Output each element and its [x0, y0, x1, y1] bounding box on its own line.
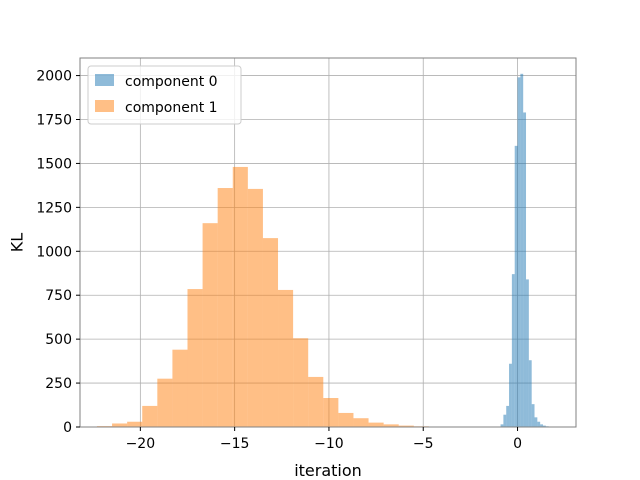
histogram-bar-series-0	[500, 424, 504, 427]
x-axis-title: iteration	[294, 461, 362, 480]
histogram-bar-series-1	[308, 376, 324, 427]
plot-area-frame	[79, 57, 577, 428]
histogram-bar-series-1	[232, 166, 248, 427]
histogram-bar-series-0	[531, 404, 535, 427]
x-tick-label: −5	[413, 436, 434, 452]
y-axis-ticks: 0 250 500 750 1000 1250 1500 1750 2000	[36, 69, 80, 436]
y-tick-label: 500	[45, 332, 72, 348]
histogram-bar-series-0	[509, 363, 512, 427]
histogram-bar-series-1	[383, 424, 399, 427]
histogram-bar-series-1	[293, 338, 309, 427]
histogram-bar-series-1	[142, 405, 158, 427]
y-tick-label: 0	[63, 420, 72, 436]
histogram-bar-series-1	[323, 398, 339, 427]
histogram-bar-series-1	[247, 188, 263, 427]
histogram-bar-series-1	[398, 425, 414, 427]
legend-label: component 0	[125, 74, 218, 90]
histogram-bar-series-0	[503, 414, 507, 427]
x-tick-label: −10	[314, 436, 344, 452]
legend-swatch	[95, 74, 114, 86]
histogram-bar-series-1	[202, 223, 218, 427]
histogram-bar-series-1	[262, 238, 279, 427]
histogram-bar-series-1	[127, 421, 143, 427]
y-tick-label: 750	[45, 288, 72, 304]
histogram-bar-series-0	[542, 425, 546, 427]
histogram-bar-series-0	[520, 73, 524, 428]
histogram-bar-series-1	[217, 188, 233, 427]
histogram-bar-series-0	[523, 112, 527, 427]
x-tick-label: −20	[126, 436, 156, 452]
histogram-bar-series-0	[517, 77, 521, 427]
histogram-bar-series-0	[528, 360, 532, 427]
histogram-bar-series-0	[506, 405, 510, 427]
legend-box	[87, 65, 242, 125]
histogram-bar-series-1	[112, 423, 128, 427]
histogram-bar-series-1	[338, 412, 354, 427]
histogram-bar-series-0	[514, 145, 518, 427]
histogram-bar-series-1	[172, 349, 188, 427]
y-tick-label: 2000	[36, 69, 72, 85]
x-tick-label: −15	[220, 436, 250, 452]
x-axis-ticks: −20 −15 −10 −5 0	[126, 427, 522, 452]
histogram-bar-series-1	[353, 418, 369, 427]
histogram-bar-series-0	[526, 279, 529, 427]
histogram-bar-series-1	[157, 378, 173, 427]
y-axis-title: KL	[8, 233, 27, 252]
histogram-bar-series-0	[534, 417, 538, 427]
histogram-bar-series-1	[368, 422, 384, 427]
legend: component 0 component 1	[87, 65, 242, 125]
y-tick-label: 1500	[36, 156, 72, 172]
legend-swatch	[95, 100, 114, 112]
legend-label: component 1	[125, 100, 218, 116]
y-tick-label: 1250	[36, 200, 72, 216]
histogram-bar-series-0	[511, 274, 515, 427]
histogram-bar-series-0	[540, 424, 543, 427]
histogram-bar-series-0	[537, 421, 541, 427]
y-tick-label: 250	[45, 376, 72, 392]
y-tick-label: 1000	[36, 244, 72, 260]
histogram-bar-series-1	[278, 289, 294, 427]
histogram-bar-series-1	[187, 289, 203, 427]
x-tick-label: 0	[513, 436, 522, 452]
y-tick-label: 1750	[36, 113, 72, 129]
histogram-bars	[96, 73, 555, 428]
